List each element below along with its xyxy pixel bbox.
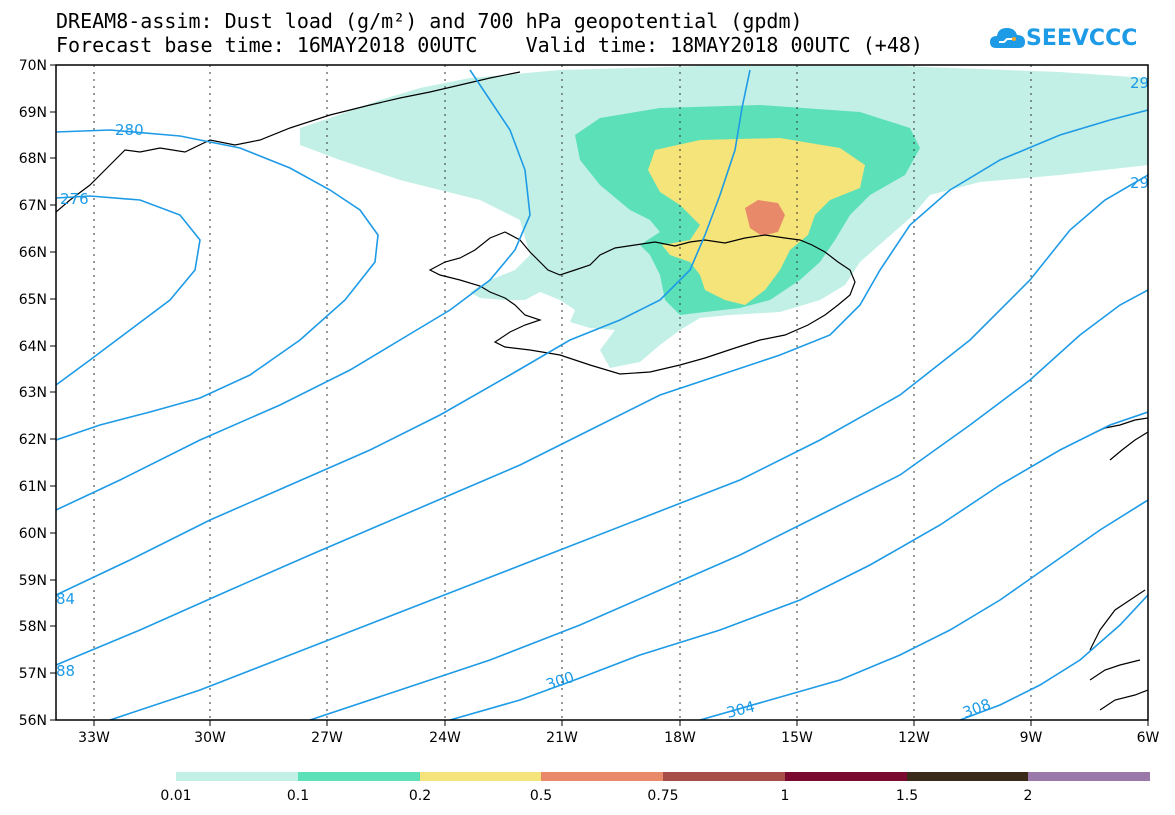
- geopotential-contours: [56, 69, 1148, 720]
- lat-label: 66N: [19, 245, 47, 261]
- lat-label: 62N: [19, 432, 47, 448]
- colorbar-swatch: [907, 772, 1028, 781]
- lat-label: 56N: [19, 713, 47, 729]
- latitude-labels: 70N 69N 68N 67N 66N 65N 64N 63N 62N 61N …: [19, 58, 47, 729]
- lat-label: 59N: [19, 573, 47, 589]
- map-title: DREAM8-assim: Dust load (g/m²) and 700 h…: [56, 9, 803, 33]
- contour-label: 84: [56, 590, 75, 608]
- contour-label: 280: [115, 121, 144, 139]
- lat-label: 68N: [19, 151, 47, 167]
- longitude-labels: 33W 30W 27W 24W 21W 18W 15W 12W 9W 6W: [78, 730, 1159, 746]
- lon-label: 27W: [311, 730, 343, 746]
- lon-label: 12W: [898, 730, 930, 746]
- colorbar-swatch: [785, 772, 907, 781]
- lat-label: 63N: [19, 385, 47, 401]
- colorbar-swatch: [1028, 772, 1150, 781]
- lat-label: 60N: [19, 526, 47, 542]
- dust-shade-0.5: [745, 200, 785, 236]
- colorbar-swatch: [541, 772, 663, 781]
- cloud-logo-icon: [990, 28, 1025, 48]
- contour-label: 308: [960, 695, 993, 722]
- lat-label: 64N: [19, 339, 47, 355]
- contour-label: 300: [544, 668, 577, 694]
- lon-label: 9W: [1020, 730, 1043, 746]
- colorbar-label: 2: [1024, 788, 1033, 804]
- lat-label: 61N: [19, 479, 47, 495]
- colorbar-label: 1: [781, 788, 790, 804]
- coastlines: [56, 71, 1148, 711]
- colorbar-label: 0.75: [647, 788, 678, 804]
- map-plot-area: 29 29 280 276 84 88 300 304 308: [56, 65, 1149, 722]
- lon-label: 24W: [429, 730, 461, 746]
- lon-label: 21W: [546, 730, 578, 746]
- logo-text: SEEVCCC: [1026, 26, 1138, 51]
- lat-label: 57N: [19, 666, 47, 682]
- contour-label: 29: [1130, 74, 1149, 92]
- colorbar-label: 0.2: [409, 788, 431, 804]
- contour-label: 29: [1130, 174, 1149, 192]
- axis-ticks: [50, 64, 1149, 726]
- lat-label: 70N: [19, 58, 47, 74]
- lat-label: 58N: [19, 619, 47, 635]
- seevccc-logo: SEEVCCC: [990, 20, 1140, 60]
- lon-label: 6W: [1137, 730, 1160, 746]
- contour-label: 88: [56, 662, 75, 680]
- lon-label: 18W: [664, 730, 696, 746]
- colorbar-swatch: [176, 772, 298, 781]
- contour-label: 276: [60, 190, 89, 208]
- lon-label: 30W: [194, 730, 226, 746]
- lat-label: 65N: [19, 292, 47, 308]
- colorbar-label: 0.1: [287, 788, 309, 804]
- lat-label: 67N: [19, 198, 47, 214]
- colorbar-swatch: [420, 772, 541, 781]
- colorbar-label: 0.01: [160, 788, 191, 804]
- colorbar-swatch: [298, 772, 420, 781]
- colorbar-swatch: [663, 772, 785, 781]
- contour-label: 304: [725, 697, 757, 721]
- lon-label: 33W: [78, 730, 110, 746]
- colorbar: 0.01 0.1 0.2 0.5 0.75 1 1.5 2: [160, 772, 1150, 804]
- lon-label: 15W: [781, 730, 813, 746]
- colorbar-label: 0.5: [530, 788, 552, 804]
- map-subtitle: Forecast base time: 16MAY2018 00UTC Vali…: [56, 33, 923, 57]
- lat-label: 69N: [19, 105, 47, 121]
- colorbar-label: 1.5: [896, 788, 918, 804]
